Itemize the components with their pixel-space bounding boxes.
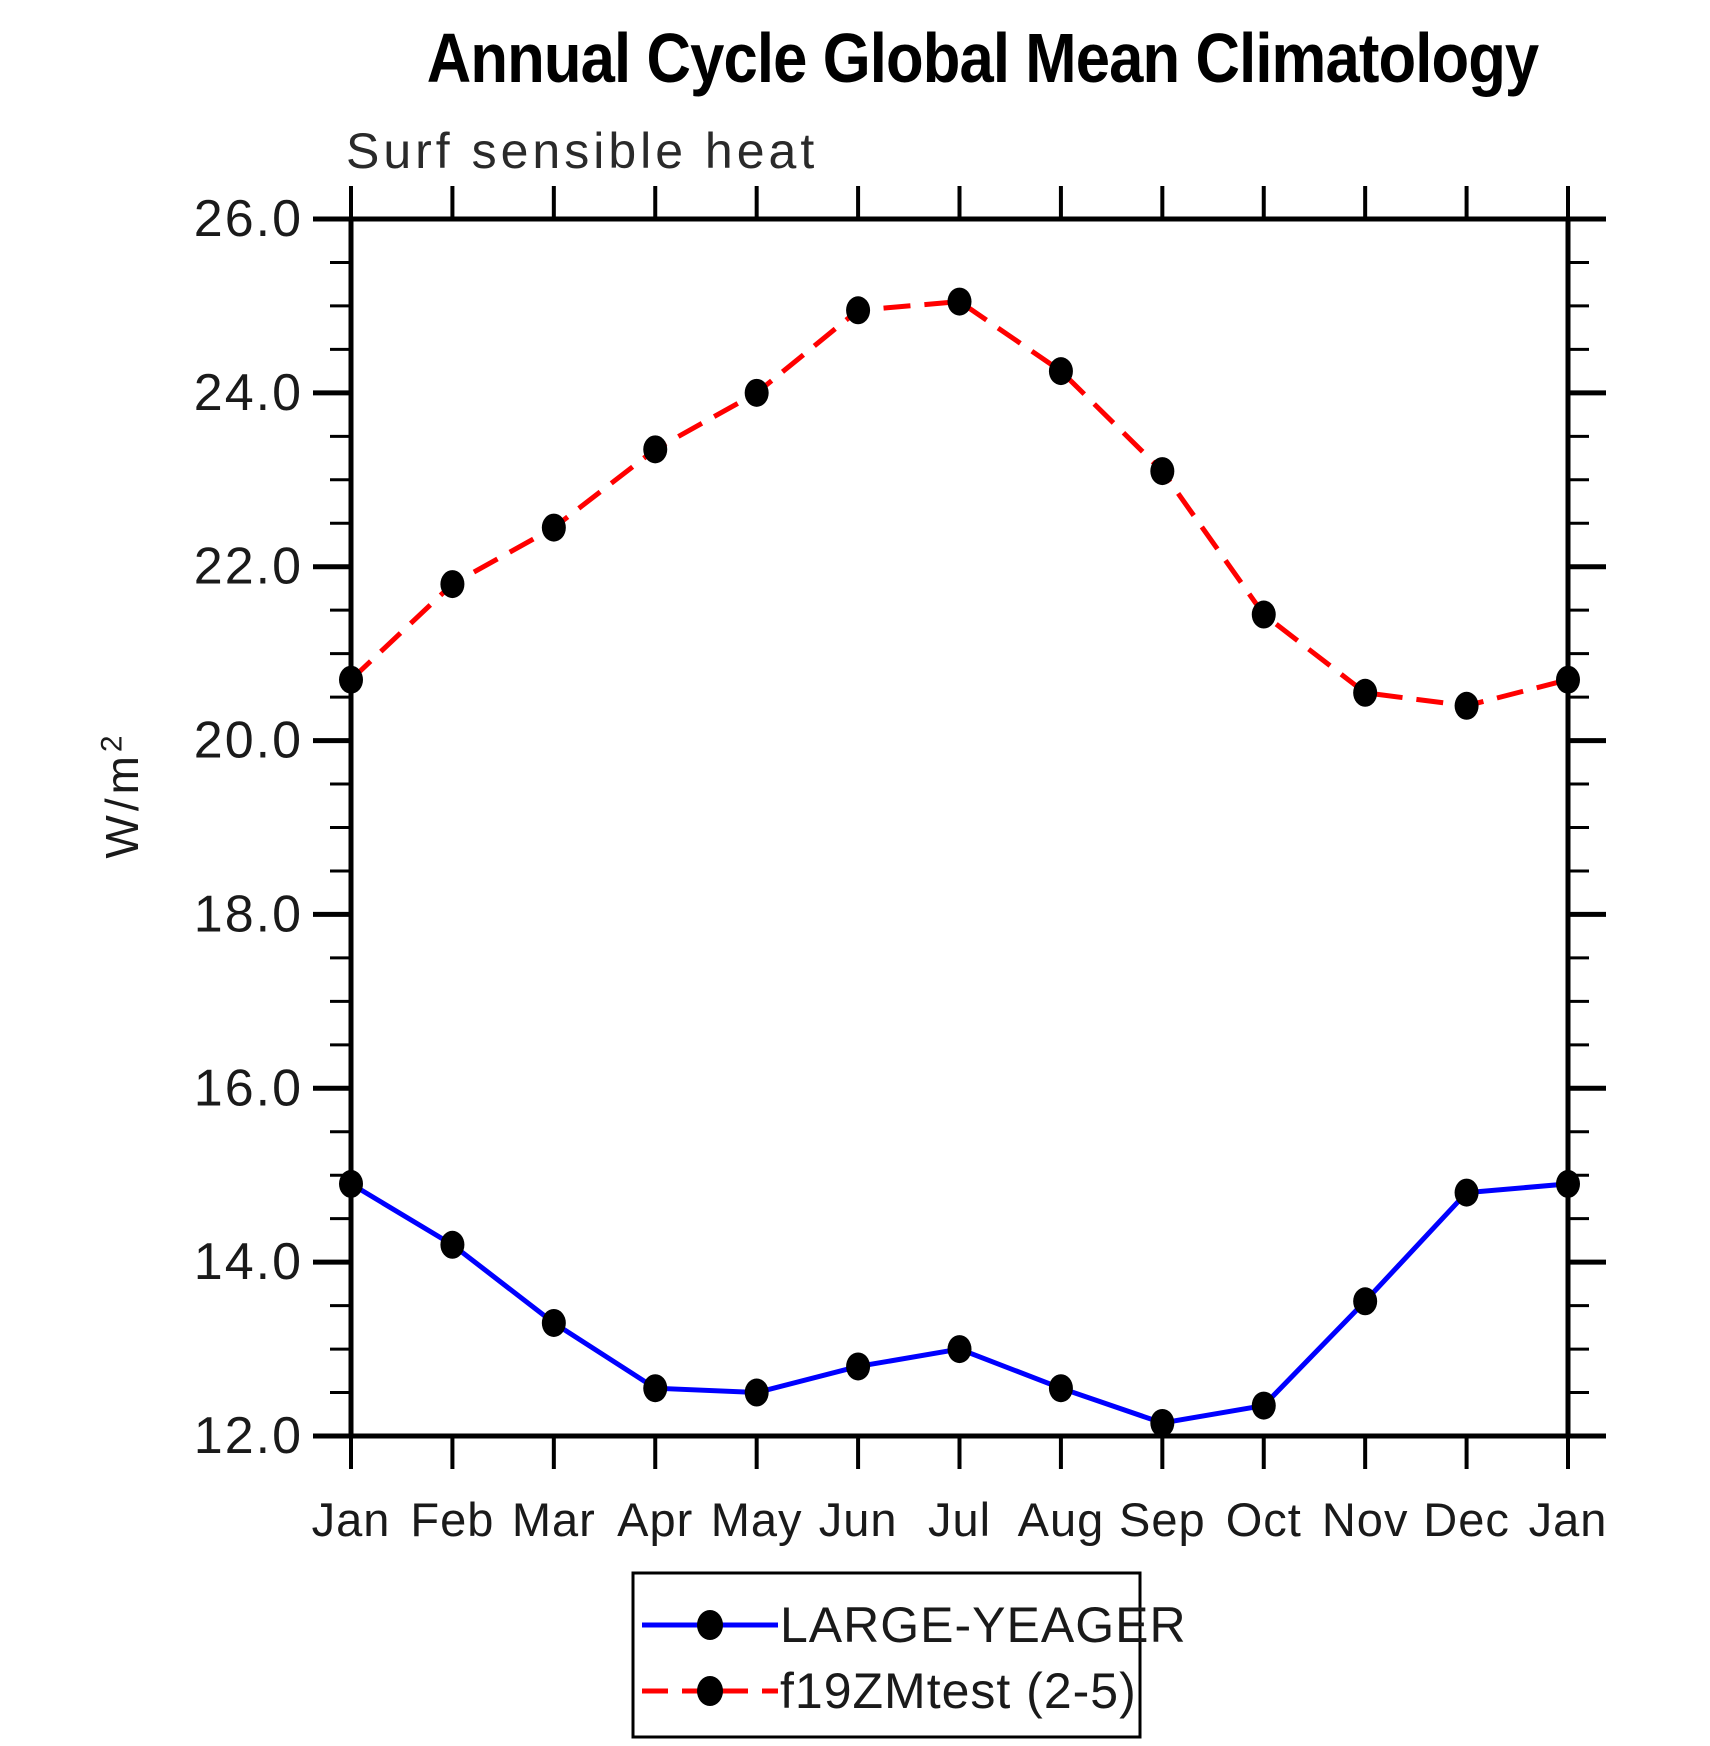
legend-swatch-marker-large-yeager [697, 1610, 723, 1640]
chart-subtitle: Surf sensible heat [346, 123, 819, 179]
y-tick-label: 14.0 [194, 1233, 303, 1291]
x-tick-label: Oct [1226, 1493, 1302, 1546]
data-point-f19zmtest-2-5-aug-7 [1048, 357, 1073, 386]
data-point-large-yeager-nov-10 [1353, 1287, 1378, 1316]
data-point-large-yeager-jan-0 [339, 1169, 363, 1198]
data-point-f19zmtest-2-5-jun-5 [846, 296, 871, 325]
data-point-large-yeager-jun-5 [846, 1352, 871, 1381]
y-tick-label: 22.0 [194, 538, 303, 596]
y-tick-label: 12.0 [194, 1407, 303, 1465]
chart-title-text: Annual Cycle Global Mean Climatology [426, 19, 1539, 97]
legend-swatch-marker-f19zmtest-2-5 [697, 1676, 723, 1706]
data-point-large-yeager-oct-9 [1251, 1391, 1276, 1420]
y-tick-label: 16.0 [194, 1059, 303, 1117]
x-tick-label: Jul [928, 1493, 991, 1546]
y-tick-label: 26.0 [194, 190, 303, 248]
x-tick-label: Nov [1322, 1493, 1409, 1546]
data-point-f19zmtest-2-5-apr-3 [643, 435, 668, 464]
y-tick-label: 18.0 [194, 885, 303, 943]
data-point-f19zmtest-2-5-mar-2 [541, 513, 566, 542]
data-point-large-yeager-sep-8 [1150, 1408, 1175, 1437]
data-point-large-yeager-aug-7 [1048, 1374, 1073, 1403]
data-point-f19zmtest-2-5-jul-6 [947, 287, 972, 316]
x-tick-label: Feb [410, 1493, 494, 1546]
data-point-f19zmtest-2-5-may-4 [744, 378, 769, 407]
x-tick-label: Sep [1119, 1493, 1206, 1546]
x-tick-label: Aug [1018, 1493, 1105, 1546]
x-tick-label: Jun [819, 1493, 898, 1546]
x-tick-label: May [711, 1493, 803, 1546]
data-point-f19zmtest-2-5-oct-9 [1251, 600, 1276, 629]
data-point-f19zmtest-2-5-dec-11 [1454, 691, 1479, 720]
series-line-f19zmtest-2-5 [349, 299, 1569, 709]
data-point-f19zmtest-2-5-feb-1 [440, 570, 465, 599]
data-point-large-yeager-may-4 [744, 1378, 769, 1407]
x-tick-label: Jan [1529, 1493, 1608, 1546]
data-point-large-yeager-feb-1 [440, 1230, 465, 1259]
plot-frame [348, 216, 1571, 1439]
chart-title: Annual Cycle Global Mean Climatology [351, 18, 1568, 98]
y-tick-label: 20.0 [194, 712, 303, 770]
x-tick-label: Dec [1423, 1493, 1510, 1546]
data-point-f19zmtest-2-5-jan-12 [1556, 665, 1580, 694]
data-point-large-yeager-jan-12 [1556, 1169, 1580, 1198]
data-point-f19zmtest-2-5-nov-10 [1353, 678, 1378, 707]
data-point-f19zmtest-2-5-jan-0 [339, 665, 363, 694]
legend-box [631, 1571, 1142, 1739]
x-tick-label: Apr [617, 1493, 693, 1546]
legend-label-f19zmtest-2-5: f19ZMtest (2-5) [780, 1663, 1137, 1719]
series-line-large-yeager [349, 1181, 1569, 1426]
data-point-large-yeager-mar-2 [541, 1308, 566, 1337]
x-tick-label: Jan [312, 1493, 391, 1546]
x-tick-label: Mar [512, 1493, 596, 1546]
data-point-large-yeager-jul-6 [947, 1335, 972, 1364]
data-point-large-yeager-dec-11 [1454, 1178, 1479, 1207]
data-point-f19zmtest-2-5-sep-8 [1150, 457, 1175, 486]
data-point-large-yeager-apr-3 [643, 1374, 668, 1403]
legend-label-large-yeager: LARGE-YEAGER [780, 1597, 1187, 1653]
y-tick-label: 24.0 [194, 364, 303, 422]
